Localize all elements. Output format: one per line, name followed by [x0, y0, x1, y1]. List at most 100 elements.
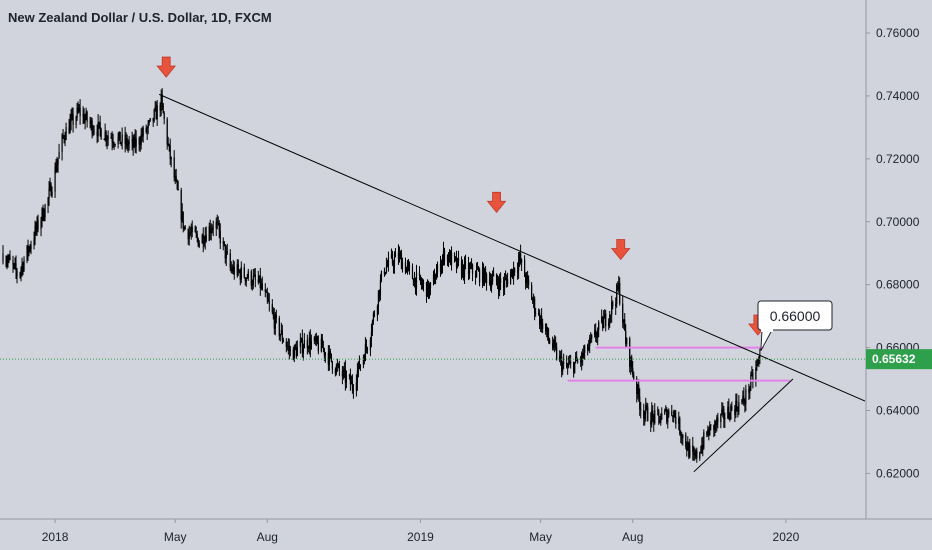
candle-body — [504, 278, 507, 280]
candle-body — [686, 446, 688, 451]
candle-body — [639, 396, 641, 410]
candle-body — [120, 142, 122, 145]
candle-body — [14, 263, 16, 265]
candle-body — [281, 330, 283, 341]
candle-body — [713, 424, 715, 431]
candle-body — [455, 257, 458, 268]
candle-body — [202, 234, 204, 245]
candle-body — [345, 375, 347, 383]
candle-body — [90, 120, 92, 124]
candle-body — [560, 355, 562, 358]
candle-body — [748, 389, 750, 393]
candle-body — [650, 420, 652, 425]
candle-body — [542, 323, 544, 329]
candle-body — [632, 367, 634, 376]
candle-body — [279, 334, 281, 337]
candle-body — [275, 314, 277, 318]
candle-body — [397, 252, 400, 260]
candle-body — [471, 264, 474, 274]
price-callout[interactable]: 0.66000 — [757, 300, 833, 351]
candle-body — [365, 344, 368, 348]
candle-body — [737, 408, 739, 412]
candle-body — [250, 271, 252, 286]
candle-body — [366, 347, 369, 351]
candle-body — [553, 340, 555, 349]
candle-body — [605, 313, 607, 327]
candle-body — [133, 136, 135, 148]
candle-body — [411, 266, 414, 280]
candle-body — [727, 406, 729, 419]
candle-body — [267, 298, 269, 302]
candle-body — [413, 277, 416, 286]
candle-body — [356, 370, 359, 383]
y-tick-label: 0.72000 — [876, 152, 920, 166]
candle-body — [595, 330, 597, 338]
candle-body — [682, 434, 684, 439]
candle-body — [696, 450, 698, 459]
candle-body — [293, 345, 295, 361]
candle-body — [527, 275, 529, 280]
candle-body — [401, 261, 404, 270]
candle-body — [433, 274, 436, 284]
candle-body — [37, 219, 39, 230]
candle-body — [198, 243, 200, 247]
candle-body — [468, 266, 471, 274]
candle-body — [476, 269, 479, 271]
candle-body — [280, 330, 282, 335]
candle-body — [139, 144, 141, 146]
candle-body — [625, 330, 627, 345]
candle-body — [512, 267, 515, 278]
candle-body — [117, 137, 119, 145]
candle-body — [652, 410, 654, 415]
candle-body — [671, 410, 673, 416]
candle-body — [432, 274, 435, 283]
candle-body — [358, 361, 361, 369]
candle-body — [490, 281, 493, 288]
candle-body — [13, 264, 15, 265]
x-axis[interactable]: 2018 May Aug 2019 May Aug 2020 — [42, 519, 800, 544]
candle-body — [756, 363, 758, 368]
candle-body — [70, 116, 72, 122]
candle-body — [121, 134, 123, 143]
candle-body — [583, 352, 585, 358]
candle-body — [282, 340, 284, 342]
candle-body — [399, 253, 402, 255]
candle-body — [610, 314, 612, 316]
y-axis[interactable]: 0.620000.640000.660000.680000.700000.720… — [866, 26, 920, 480]
candle-body — [323, 348, 325, 356]
candle-body — [570, 362, 572, 364]
candle-body — [317, 342, 319, 352]
candle-body — [348, 375, 351, 377]
candle-body — [533, 298, 535, 301]
candle-body — [28, 247, 30, 253]
candle-body — [709, 425, 711, 436]
candle-body — [398, 253, 401, 260]
candle-body — [497, 284, 500, 291]
candle-body — [153, 110, 155, 121]
candle-body — [163, 113, 165, 120]
candle-body — [749, 387, 751, 393]
candle-body — [477, 269, 480, 271]
candle-body — [106, 139, 108, 141]
candle-body — [125, 138, 127, 145]
candle-body — [516, 270, 519, 273]
candle-body — [573, 362, 575, 373]
candle-body — [208, 226, 210, 241]
candle-body — [743, 395, 745, 403]
candle-body — [328, 351, 330, 365]
candle-body — [258, 275, 260, 283]
candle-body — [524, 259, 526, 277]
chart-title: New Zealand Dollar / U.S. Dollar, 1D, FX… — [8, 10, 272, 25]
candle-body — [58, 151, 60, 159]
candle-body — [644, 413, 646, 419]
candle-body — [503, 279, 506, 288]
candle-body — [377, 290, 380, 307]
candle-body — [162, 103, 164, 114]
candle-body — [567, 366, 569, 368]
candle-body — [532, 299, 534, 301]
candle-body — [309, 337, 311, 349]
candle-body — [661, 413, 663, 420]
candle-body — [92, 131, 94, 134]
candle-body — [56, 164, 58, 172]
